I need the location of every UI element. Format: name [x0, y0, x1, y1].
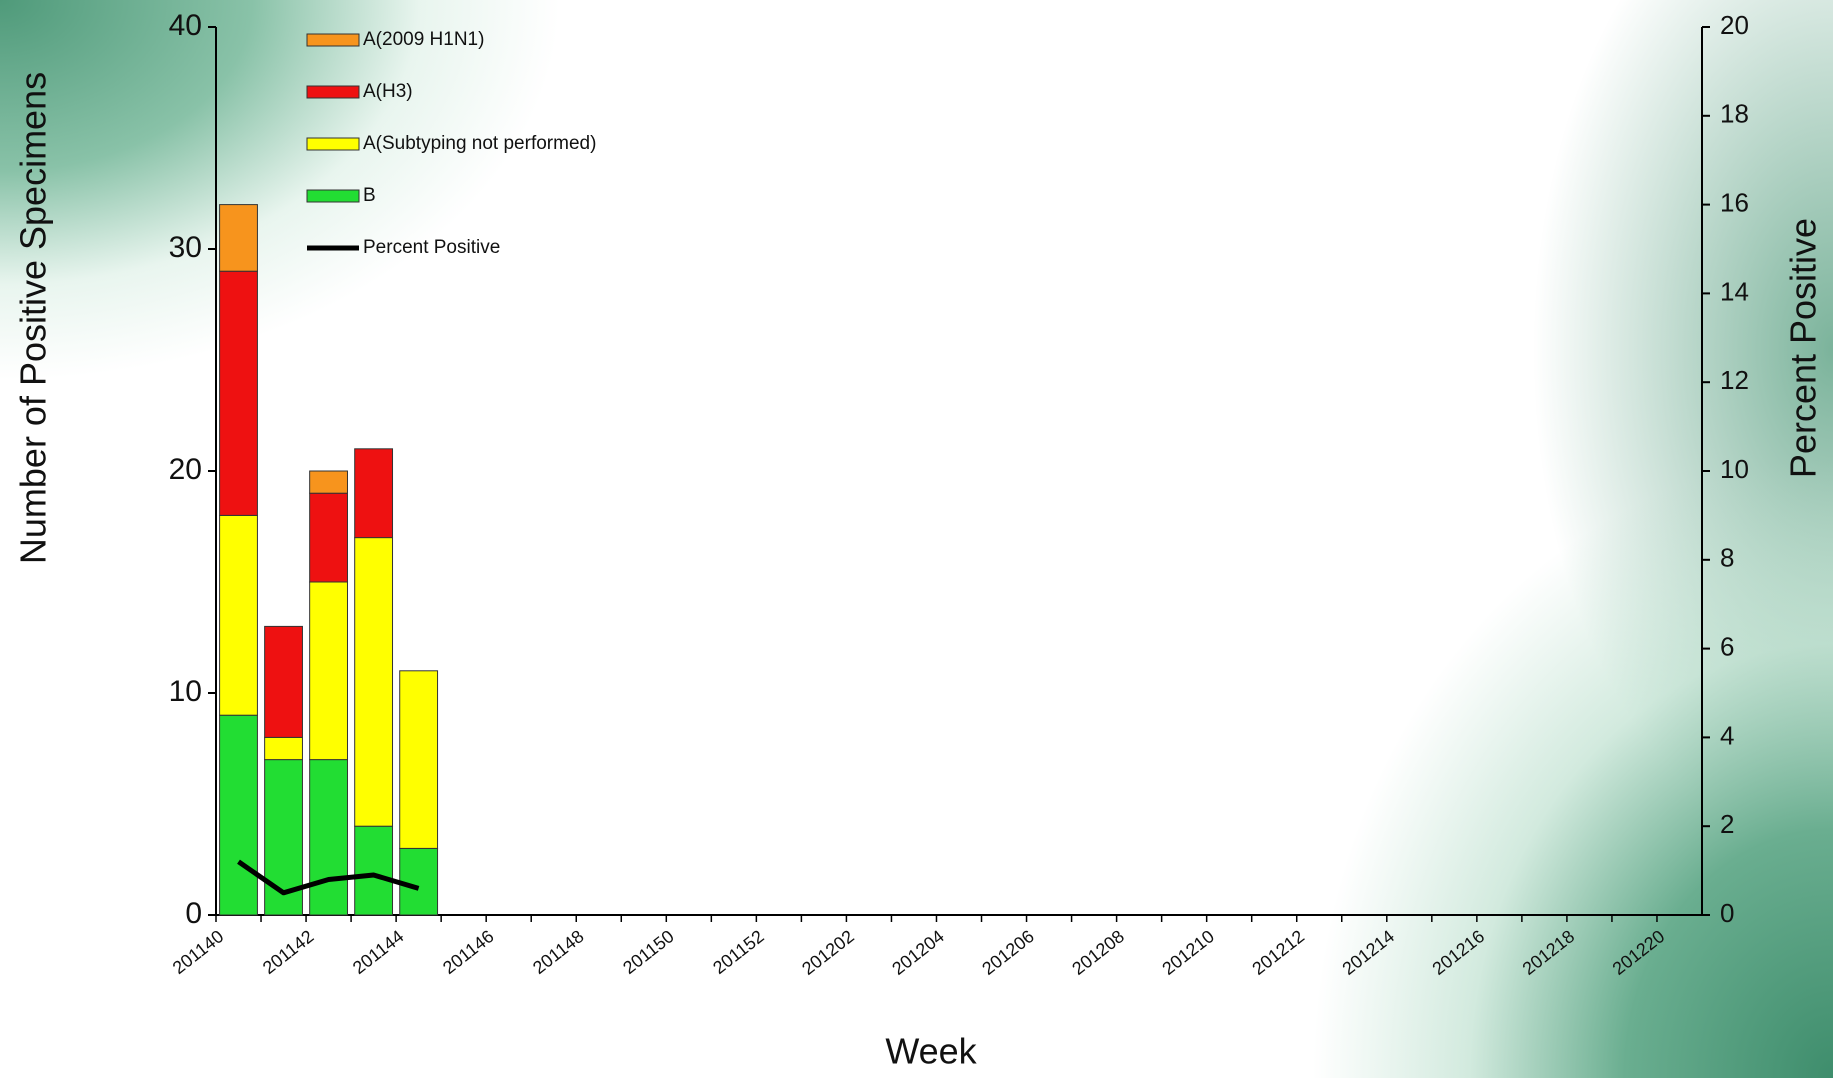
bar — [264, 736, 303, 761]
legend-swatch — [306, 137, 360, 151]
y-tick-label: 0 — [185, 897, 202, 930]
y2-tick-label: 20 — [1720, 10, 1749, 40]
y-tick-label: 30 — [169, 231, 202, 264]
y2-tick-label: 16 — [1720, 187, 1749, 217]
legend-label: A(H3) — [363, 81, 413, 102]
x-tick-label: 201210 — [1158, 926, 1218, 979]
bar — [219, 204, 258, 272]
y2-tick-label: 12 — [1720, 365, 1749, 395]
bar — [354, 825, 394, 916]
x-tick-label: 201152 — [709, 926, 768, 978]
line-series — [237, 859, 420, 896]
bar — [219, 514, 258, 716]
bar — [309, 581, 348, 761]
x-tick-label: 201150 — [619, 926, 678, 978]
x-tick-label: 201208 — [1068, 926, 1128, 979]
bar — [354, 537, 394, 827]
bar — [399, 847, 439, 916]
legend-label: B — [363, 185, 376, 206]
x-tick-label: 201148 — [529, 926, 588, 978]
legend-swatch — [306, 85, 360, 99]
legend-label: A(2009 H1N1) — [363, 29, 484, 50]
x-tick-label: 201212 — [1248, 926, 1308, 979]
legend-label: Percent Positive — [363, 237, 500, 258]
x-tick-label: 201204 — [888, 926, 948, 979]
y2-axis-title: Percent Positive — [1783, 218, 1824, 478]
bar — [309, 759, 348, 916]
bar — [399, 670, 439, 849]
x-tick-label: 201214 — [1339, 926, 1399, 979]
bar — [354, 448, 394, 539]
y2-tick-label: 2 — [1720, 809, 1734, 839]
y2-tick-label: 10 — [1720, 454, 1749, 484]
bar — [309, 492, 348, 583]
legend-swatch — [306, 33, 360, 47]
legend-swatch — [306, 189, 360, 203]
legend-label: A(Subtyping not performed) — [363, 133, 596, 154]
y2-tick-label: 8 — [1720, 543, 1734, 573]
y-tick-label: 10 — [169, 675, 202, 708]
y-tick-label: 40 — [169, 9, 202, 42]
x-tick-label: 201140 — [169, 926, 228, 978]
x-axis-title: Week — [885, 1031, 977, 1072]
x-tick-label: 201142 — [259, 926, 318, 978]
y2-tick-label: 18 — [1720, 99, 1749, 129]
bar — [309, 470, 348, 494]
x-tick-label: 201216 — [1429, 926, 1489, 979]
bar — [264, 625, 303, 738]
bar — [219, 270, 258, 516]
x-tick-label: 201218 — [1519, 926, 1579, 979]
y2-tick-label: 14 — [1720, 276, 1749, 306]
x-tick-label: 201220 — [1609, 926, 1669, 979]
x-tick-label: 201206 — [978, 926, 1038, 979]
x-tick-label: 201202 — [798, 926, 858, 979]
y2-tick-label: 0 — [1720, 898, 1734, 928]
y-axis-title: Number of Positive Specimens — [13, 72, 54, 564]
y-tick-label: 20 — [169, 453, 202, 486]
y2-tick-label: 6 — [1720, 631, 1734, 661]
x-tick-label: 201144 — [349, 926, 408, 978]
y2-tick-label: 4 — [1720, 720, 1734, 750]
bar — [219, 714, 258, 916]
x-tick-label: 201146 — [439, 926, 498, 978]
